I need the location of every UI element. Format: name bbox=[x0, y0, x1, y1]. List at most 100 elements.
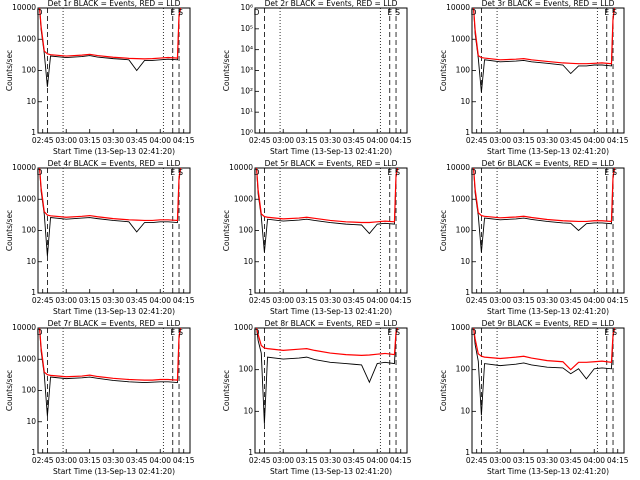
x-tick-label: 04:15 bbox=[390, 456, 412, 465]
x-tick-label: 04:00 bbox=[366, 456, 388, 465]
chart-title: Det 2r BLACK = Events, RED = LLD bbox=[265, 0, 398, 8]
x-tick-label: 02:45 bbox=[32, 296, 54, 305]
annotation: E bbox=[170, 8, 175, 17]
x-tick-label: 03:45 bbox=[126, 296, 148, 305]
y-tick-label: 100 bbox=[22, 226, 37, 235]
y-tick-label: 10⁴ bbox=[240, 45, 253, 54]
x-tick-label: 03:00 bbox=[489, 136, 511, 145]
series-line bbox=[39, 327, 182, 417]
x-tick-label: 03:30 bbox=[102, 456, 124, 465]
chart-title: Det 5r BLACK = Events, RED = LLD bbox=[265, 159, 398, 168]
x-tick-label: 04:00 bbox=[149, 136, 171, 145]
x-tick-label: 03:45 bbox=[343, 296, 365, 305]
y-tick-label: 10000 bbox=[12, 323, 36, 332]
y-tick-label: 10² bbox=[240, 86, 253, 95]
chart-title: Det 3r BLACK = Events, RED = LLD bbox=[482, 0, 615, 8]
y-tick-label: 10 bbox=[243, 406, 253, 415]
x-tick-label: 03:00 bbox=[55, 456, 77, 465]
annotation: D bbox=[471, 168, 477, 177]
annotation: E bbox=[170, 328, 175, 337]
y-axis-label: Counts/sec bbox=[222, 210, 231, 251]
annotation: D bbox=[471, 8, 477, 17]
y-tick-label: 1000 bbox=[17, 354, 36, 363]
x-tick-label: 03:30 bbox=[536, 296, 558, 305]
y-tick-label: 100 bbox=[456, 226, 471, 235]
annotation: S bbox=[178, 328, 183, 337]
x-tick-label: 03:30 bbox=[102, 136, 124, 145]
annotation: S bbox=[612, 328, 617, 337]
x-tick-label: 03:45 bbox=[126, 136, 148, 145]
annotation: D bbox=[254, 328, 260, 337]
series-line bbox=[256, 167, 399, 253]
x-tick-label: 03:30 bbox=[319, 456, 341, 465]
y-axis-label: Counts/sec bbox=[222, 50, 231, 91]
y-axis-label: Counts/sec bbox=[439, 370, 448, 411]
y-tick-label: 1000 bbox=[451, 34, 470, 43]
annotation: S bbox=[395, 328, 400, 337]
annotation: D bbox=[37, 168, 43, 177]
y-axis-label: Counts/sec bbox=[222, 370, 231, 411]
y-tick-label: 1 bbox=[465, 128, 470, 137]
x-tick-label: 03:00 bbox=[272, 296, 294, 305]
x-axis-label: Start Time (13-Sep-13 02:41:20) bbox=[270, 307, 392, 316]
series-line bbox=[39, 7, 182, 87]
y-tick-label: 1000 bbox=[17, 194, 36, 203]
y-axis-label: Counts/sec bbox=[5, 370, 14, 411]
annotation: S bbox=[395, 168, 400, 177]
series-line bbox=[255, 167, 399, 224]
x-axis-label: Start Time (13-Sep-13 02:41:20) bbox=[270, 147, 392, 156]
y-tick-label: 10 bbox=[460, 97, 470, 106]
x-tick-label: 03:00 bbox=[489, 456, 511, 465]
y-tick-label: 100 bbox=[456, 66, 471, 75]
y-tick-label: 100 bbox=[239, 226, 254, 235]
y-tick-label: 10000 bbox=[12, 163, 36, 172]
x-tick-label: 03:00 bbox=[272, 136, 294, 145]
x-tick-label: 03:30 bbox=[536, 136, 558, 145]
x-axis-label: Start Time (13-Sep-13 02:41:20) bbox=[270, 467, 392, 476]
x-tick-label: 04:15 bbox=[173, 296, 195, 305]
x-tick-label: 02:45 bbox=[249, 456, 271, 465]
x-tick-label: 03:15 bbox=[79, 456, 101, 465]
annotation: E bbox=[170, 168, 175, 177]
x-axis-label: Start Time (13-Sep-13 02:41:20) bbox=[53, 147, 175, 156]
series-line bbox=[38, 167, 182, 222]
y-tick-label: 100 bbox=[456, 365, 471, 374]
annotation: E bbox=[604, 8, 609, 17]
series-line bbox=[256, 327, 399, 424]
x-tick-label: 03:45 bbox=[343, 136, 365, 145]
series-line bbox=[255, 327, 399, 357]
annotation: E bbox=[387, 168, 392, 177]
y-tick-label: 100 bbox=[22, 386, 37, 395]
x-tick-label: 03:30 bbox=[102, 296, 124, 305]
x-tick-label: 04:15 bbox=[173, 136, 195, 145]
x-tick-label: 03:00 bbox=[489, 296, 511, 305]
series-line bbox=[473, 327, 616, 416]
y-tick-label: 1 bbox=[31, 128, 36, 137]
y-tick-label: 10 bbox=[460, 406, 470, 415]
x-tick-label: 04:15 bbox=[607, 296, 629, 305]
x-tick-label: 04:00 bbox=[583, 136, 605, 145]
y-tick-label: 10³ bbox=[240, 66, 253, 75]
x-tick-label: 03:00 bbox=[272, 456, 294, 465]
x-tick-label: 03:30 bbox=[319, 136, 341, 145]
x-tick-label: 03:15 bbox=[296, 296, 318, 305]
x-tick-label: 04:00 bbox=[149, 456, 171, 465]
x-tick-label: 04:15 bbox=[390, 296, 412, 305]
y-tick-label: 1 bbox=[248, 288, 253, 297]
y-tick-label: 10000 bbox=[446, 163, 470, 172]
y-tick-label: 10⁶ bbox=[240, 3, 253, 12]
y-tick-label: 10000 bbox=[229, 163, 253, 172]
x-tick-label: 04:15 bbox=[173, 456, 195, 465]
annotation: S bbox=[612, 168, 617, 177]
plot-frame bbox=[254, 327, 408, 454]
y-tick-label: 1000 bbox=[451, 194, 470, 203]
y-tick-label: 10000 bbox=[446, 3, 470, 12]
annotation: S bbox=[178, 168, 183, 177]
annotation: S bbox=[395, 8, 400, 17]
series-line bbox=[38, 7, 182, 60]
series-line bbox=[39, 167, 182, 257]
y-tick-label: 1000 bbox=[234, 323, 253, 332]
y-tick-label: 10¹ bbox=[240, 107, 253, 116]
